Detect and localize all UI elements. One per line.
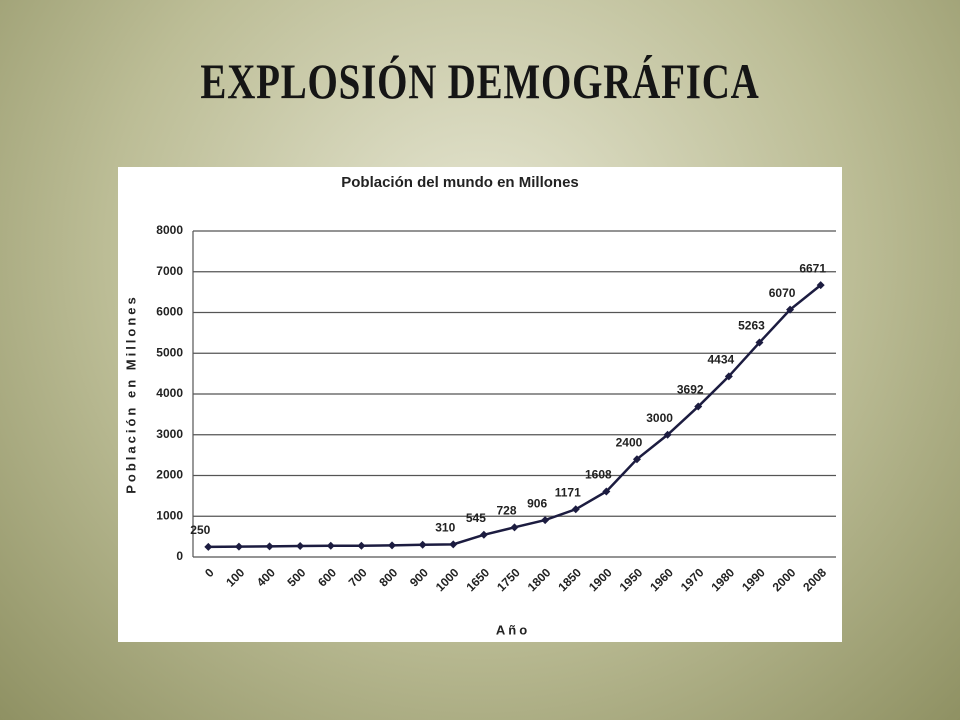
y-tick-label: 0 <box>176 549 183 563</box>
y-tick-label: 7000 <box>156 264 183 278</box>
y-tick-label: 6000 <box>156 305 183 319</box>
data-point <box>265 542 274 551</box>
data-point <box>632 455 641 464</box>
data-label: 906 <box>527 496 547 510</box>
data-point <box>602 487 611 496</box>
data-label: 310 <box>435 521 455 535</box>
data-label: 3000 <box>646 411 673 425</box>
data-label: 545 <box>466 511 486 525</box>
y-tick-label: 1000 <box>156 508 183 522</box>
data-label: 728 <box>496 504 516 518</box>
y-tick-label: 8000 <box>156 223 183 237</box>
data-point <box>755 338 764 347</box>
data-point <box>418 540 427 549</box>
y-tick-label: 5000 <box>156 345 183 359</box>
data-point <box>479 530 488 539</box>
data-point <box>541 516 550 525</box>
data-label: 250 <box>190 523 210 537</box>
y-axis-title: Población en Millones <box>123 294 138 494</box>
chart-title: Población del mundo en Millones <box>341 174 579 191</box>
chart-background <box>118 167 842 642</box>
data-point <box>204 542 213 551</box>
data-point <box>234 542 243 551</box>
data-point <box>357 541 366 550</box>
y-tick-label: 2000 <box>156 468 183 482</box>
data-point <box>694 402 703 411</box>
data-label: 3692 <box>677 383 704 397</box>
data-point <box>326 541 335 550</box>
data-point <box>388 541 397 550</box>
data-label: 5263 <box>738 319 765 333</box>
data-label: 1608 <box>585 468 612 482</box>
data-point <box>816 281 825 290</box>
data-point <box>663 430 672 439</box>
data-point <box>296 541 305 550</box>
x-axis-title: Año <box>496 622 530 637</box>
data-label: 2400 <box>616 435 643 449</box>
slide-title: EXPLOSIÓN DEMOGRÁFICA <box>200 53 760 109</box>
data-label: 6070 <box>769 286 796 300</box>
data-point <box>724 372 733 381</box>
y-tick-label: 3000 <box>156 427 183 441</box>
data-label: 4434 <box>707 352 734 366</box>
data-label: 1171 <box>555 485 581 499</box>
data-point <box>510 523 519 532</box>
data-label: 6671 <box>799 261 826 275</box>
data-point <box>449 540 458 549</box>
data-point <box>571 505 580 514</box>
data-point <box>786 305 795 314</box>
y-tick-label: 4000 <box>156 386 183 400</box>
